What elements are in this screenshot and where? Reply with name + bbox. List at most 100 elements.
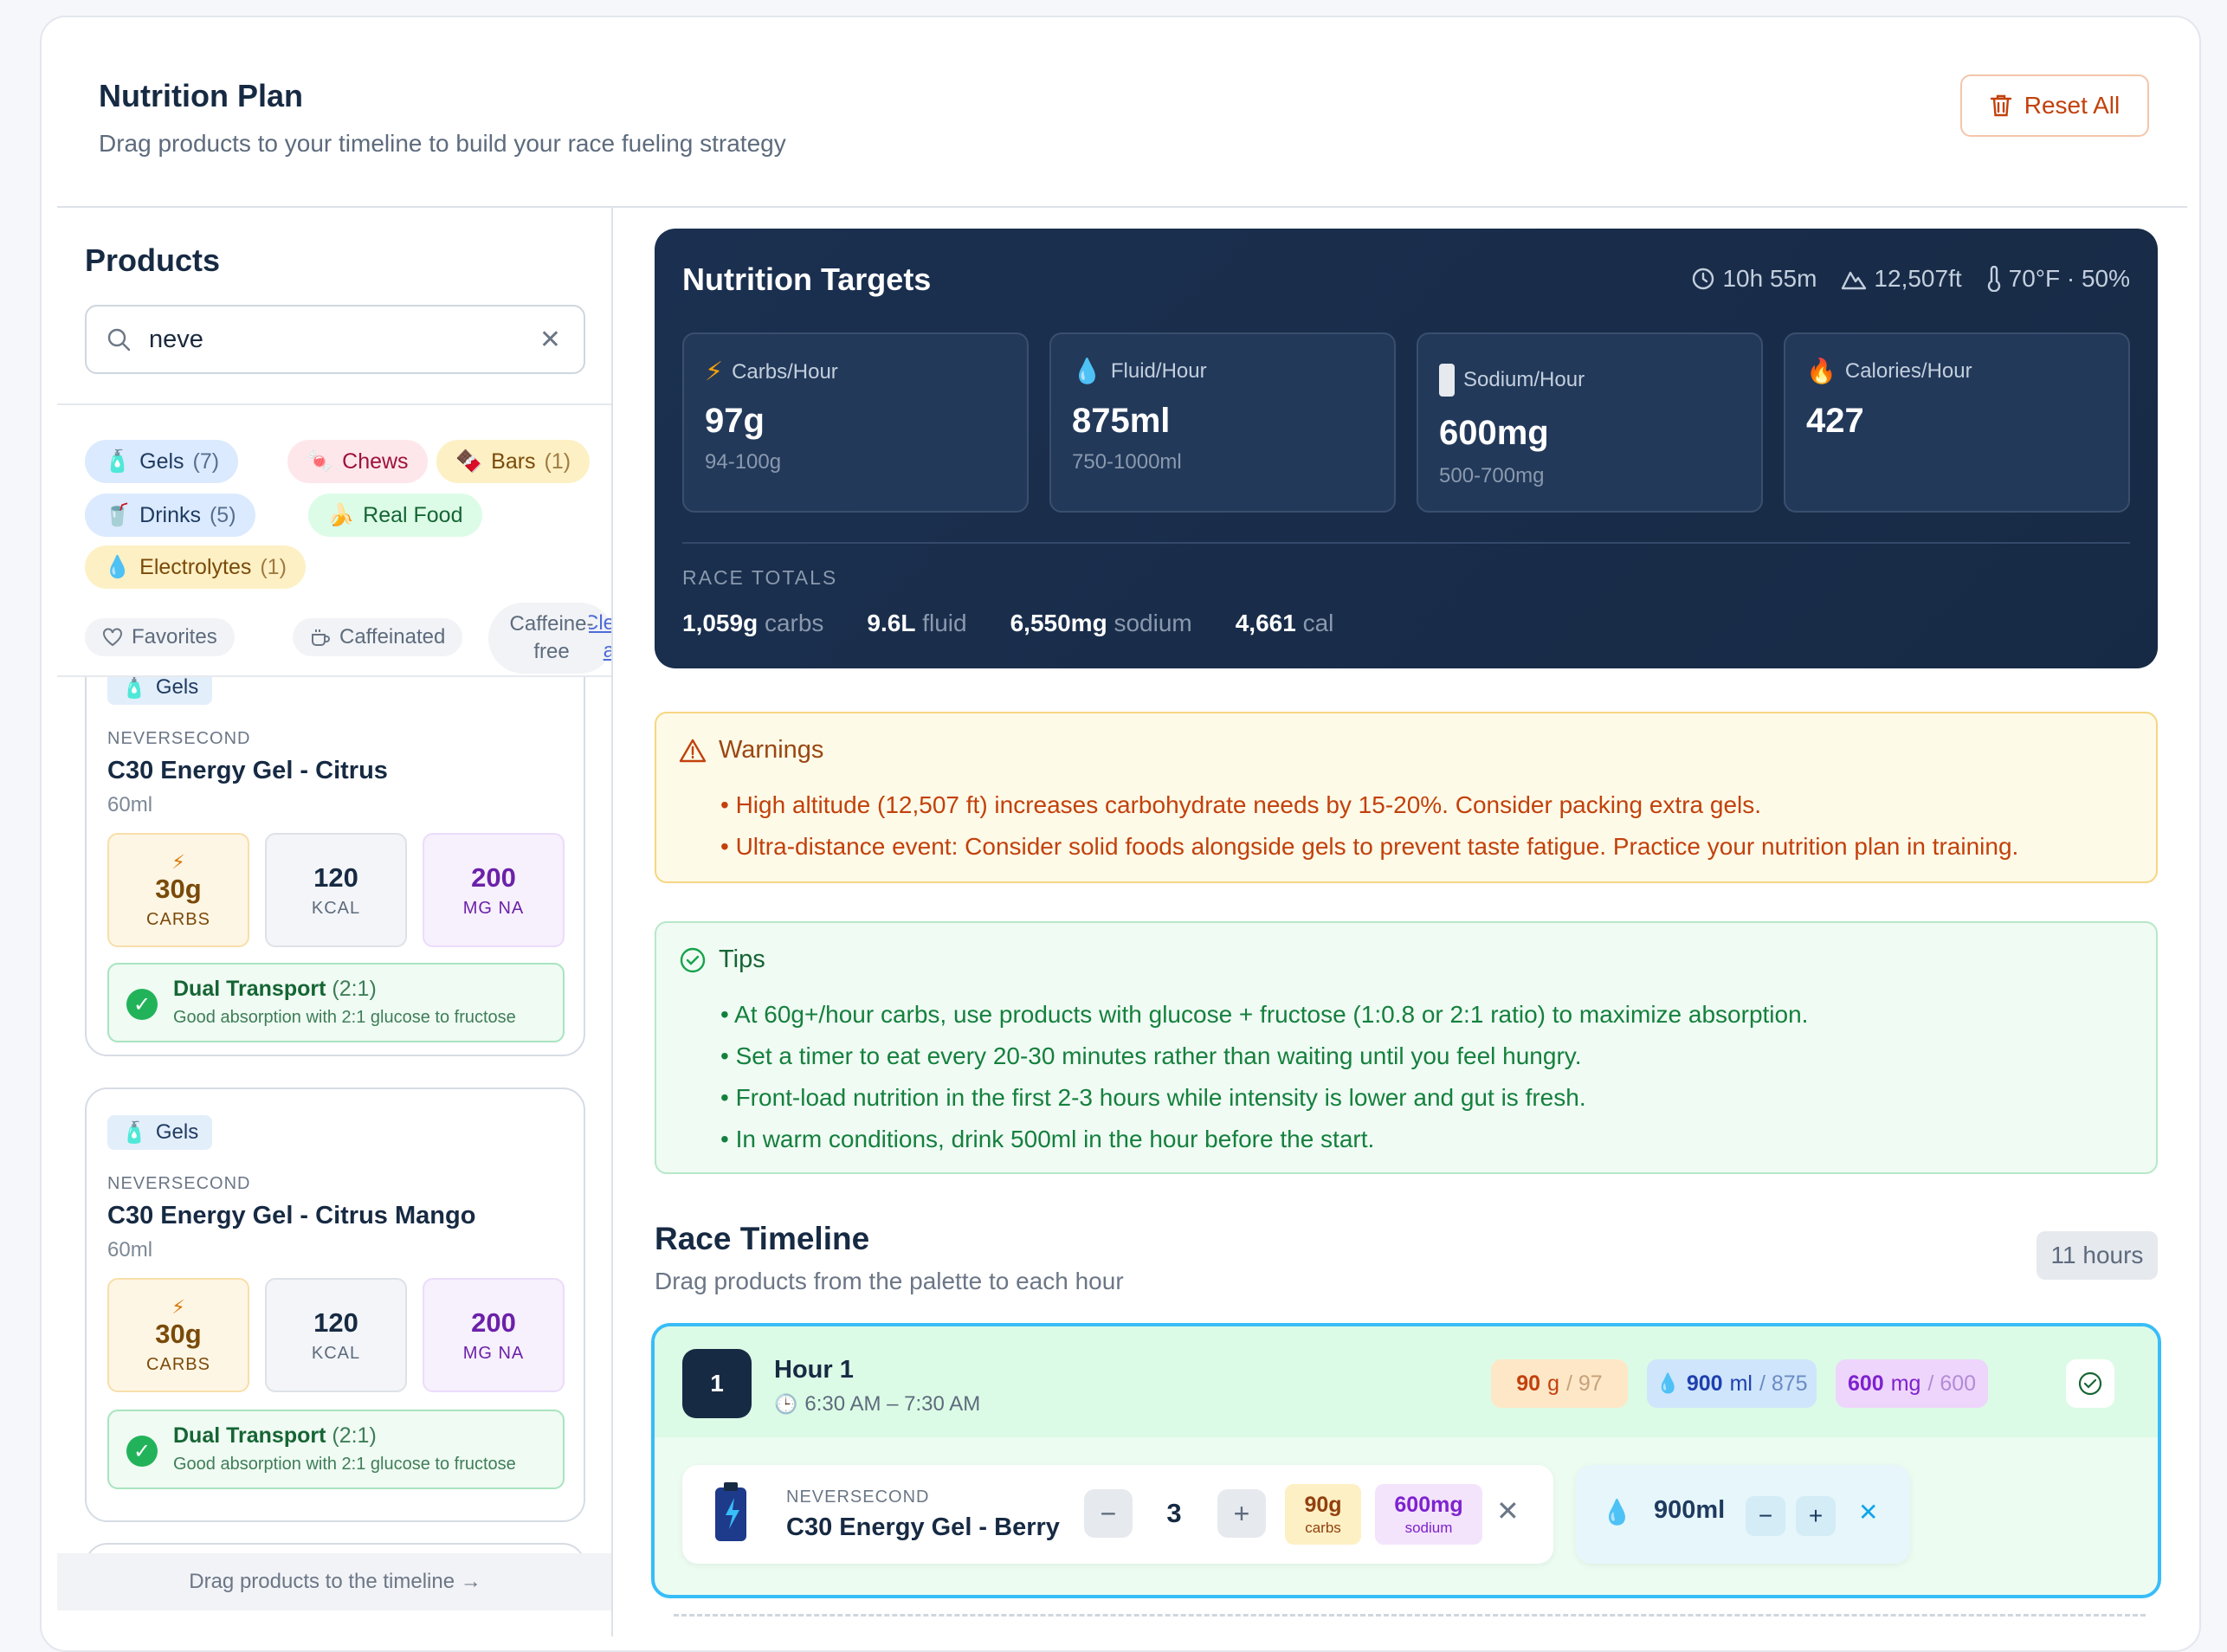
- droplets-icon: 💧: [1072, 358, 1102, 384]
- target-value: 875ml: [1072, 402, 1171, 440]
- target-range: 94-100g: [705, 450, 782, 474]
- sodium-stat: 200 MG NA: [423, 833, 565, 947]
- separator: [57, 403, 611, 405]
- check-icon: ✓: [126, 989, 158, 1020]
- fluid-value: 900ml: [1654, 1496, 1726, 1524]
- filter-favorites[interactable]: Favorites: [85, 618, 235, 656]
- divider: [682, 542, 2130, 544]
- trash-icon: [1990, 94, 2011, 117]
- coffee-icon: [312, 629, 330, 646]
- transport-title: Dual Transport: [173, 977, 326, 1001]
- item-carbs: 90g carbs: [1285, 1484, 1361, 1545]
- separator: [57, 675, 611, 677]
- droplets-icon: 💧: [1656, 1372, 1680, 1394]
- race-duration: 10h 55m: [1722, 265, 1817, 292]
- bolt-icon: ⚡: [171, 850, 185, 873]
- race-weather: 70°F · 50%: [2008, 265, 2130, 292]
- products-title: Products: [85, 242, 221, 278]
- clock-icon: [1693, 268, 1714, 290]
- product-card[interactable]: 🧴 Gels NEVERSECOND C30 Energy Gel - Citru…: [85, 677, 585, 1056]
- banana-icon: 🍌: [327, 502, 355, 527]
- search-box: neve ✕: [85, 305, 585, 374]
- hour-carbs-progress: 90 g/ 97: [1491, 1359, 1628, 1408]
- filter-caffeine-free[interactable]: Caffeine- free: [488, 603, 611, 674]
- warnings-title: Warnings: [719, 736, 824, 764]
- electrolytes-icon: 💧: [104, 554, 132, 579]
- product-name: C30 Energy Gel - Citrus: [107, 757, 388, 784]
- gel-packet-icon: [715, 1482, 746, 1541]
- product-volume: 60ml: [107, 793, 153, 816]
- header-divider: [57, 206, 2187, 208]
- warning-item: • High altitude (12,507 ft) increases ca…: [720, 791, 1762, 818]
- droplets-icon: 💧: [1602, 1499, 1632, 1526]
- product-category-badge: 🧴 Gels: [107, 1115, 213, 1150]
- hour-time: 6:30 AM – 7:30 AM: [804, 1392, 981, 1416]
- item-brand: NEVERSECOND: [786, 1487, 930, 1507]
- decrease-fluid-button[interactable]: −: [1746, 1496, 1785, 1536]
- transport-info: ✓ Dual Transport (2:1) Good absorption w…: [107, 963, 565, 1042]
- product-card[interactable]: 🧴 Gels NEVERSECOND C30 Energy Gel - Citru…: [85, 1087, 585, 1522]
- transport-ratio: (2:1): [332, 1423, 377, 1448]
- bolt-icon: ⚡: [705, 358, 724, 386]
- tip-item: • In warm conditions, drink 500ml in the…: [720, 1126, 1375, 1152]
- clear-all-link[interactable]: Cle a: [589, 611, 611, 662]
- category-chip-bars[interactable]: 🍫 Bars (1): [436, 440, 591, 483]
- reset-all-button[interactable]: Reset All: [1960, 74, 2149, 137]
- target-sodium: Sodium/Hour 600mg 500-700mg: [1417, 332, 1763, 513]
- category-chip-drinks[interactable]: 🥤 Drinks (5): [85, 494, 255, 537]
- category-chip-real-food[interactable]: 🍌 Real Food: [308, 494, 482, 537]
- warning-triangle-icon: [679, 739, 707, 762]
- increase-qty-button[interactable]: +: [1217, 1489, 1266, 1538]
- hours-badge: 11 hours: [2037, 1231, 2158, 1280]
- product-volume: 60ml: [107, 1238, 153, 1262]
- target-fluid: 💧 Fluid/Hour 875ml 750-1000ml: [1049, 332, 1396, 513]
- hour-complete-icon[interactable]: [2066, 1359, 2114, 1408]
- clear-search-icon[interactable]: ✕: [539, 325, 561, 354]
- remove-item-icon[interactable]: ✕: [1496, 1495, 1520, 1526]
- transport-description: Good absorption with 2:1 glucose to fruc…: [173, 1455, 516, 1474]
- kcal-stat: 120 KCAL: [265, 1278, 407, 1392]
- decrease-qty-button[interactable]: −: [1084, 1489, 1133, 1538]
- category-chip-gels[interactable]: 🧴 Gels (7): [85, 440, 239, 483]
- item-quantity: 3: [1166, 1498, 1182, 1528]
- hour-slot[interactable]: 1 Hour 1 🕒 6:30 AM – 7:30 AM 90 g/ 97 💧 900…: [651, 1323, 2161, 1598]
- clock-icon: 🕒: [774, 1393, 798, 1415]
- tip-item: • At 60g+/hour carbs, use products with …: [720, 1001, 1809, 1028]
- nutrition-targets-panel: Nutrition Targets 10h 55m 12,507ft 70°F …: [655, 229, 2158, 668]
- product-list: 🧴 Gels NEVERSECOND C30 Energy Gel - Citru…: [57, 677, 611, 1578]
- product-name: C30 Energy Gel - Citrus Mango: [107, 1202, 476, 1229]
- race-timeline-subtitle: Drag products from the palette to each h…: [655, 1268, 1124, 1294]
- tips-list: • At 60g+/hour carbs, use products with …: [720, 994, 1808, 1160]
- tip-item: • Front-load nutrition in the first 2-3 …: [720, 1084, 1586, 1111]
- target-calories: 🔥 Calories/Hour 427: [1784, 332, 2130, 513]
- search-input[interactable]: neve: [149, 325, 203, 353]
- carbs-stat: ⚡ 30g CARBS: [107, 1278, 249, 1392]
- race-timeline-title: Race Timeline: [655, 1221, 870, 1256]
- transport-ratio: (2:1): [332, 977, 377, 1001]
- target-range: 750-1000ml: [1072, 450, 1182, 474]
- check-circle-icon: [680, 947, 706, 972]
- product-brand: NEVERSECOND: [107, 1174, 251, 1193]
- race-elevation: 12,507ft: [1874, 265, 1962, 292]
- gel-icon: 🧴: [104, 448, 132, 474]
- target-value: 600mg: [1439, 414, 1549, 452]
- category-chip-electrolytes[interactable]: 💧 Electrolytes (1): [85, 545, 306, 589]
- page-subtitle: Drag products to your timeline to build …: [99, 130, 786, 157]
- filter-caffeinated[interactable]: Caffeinated: [293, 618, 463, 656]
- check-circle-icon: [2078, 1371, 2102, 1396]
- transport-description: Good absorption with 2:1 glucose to fruc…: [173, 1008, 516, 1027]
- heart-icon: [103, 628, 122, 647]
- reset-all-label: Reset All: [2024, 92, 2120, 119]
- timeline-dropzone-divider: [674, 1614, 2146, 1617]
- timeline-item[interactable]: NEVERSECOND C30 Energy Gel - Berry − 3 +…: [682, 1465, 1553, 1564]
- check-icon: ✓: [126, 1436, 158, 1467]
- fluid-item[interactable]: 💧 900ml − + ✕: [1576, 1465, 1910, 1564]
- thermometer-icon: [1987, 266, 2000, 292]
- drag-hint: Drag products to the timeline →: [57, 1553, 611, 1610]
- remove-fluid-icon[interactable]: ✕: [1858, 1499, 1879, 1526]
- tips-panel: Tips • At 60g+/hour carbs, use products …: [655, 921, 2158, 1174]
- category-chip-chews[interactable]: 🍬 Chews: [287, 440, 428, 483]
- warnings-list: • High altitude (12,507 ft) increases ca…: [720, 784, 2018, 868]
- increase-fluid-button[interactable]: +: [1796, 1496, 1836, 1536]
- target-value: 427: [1806, 402, 1864, 440]
